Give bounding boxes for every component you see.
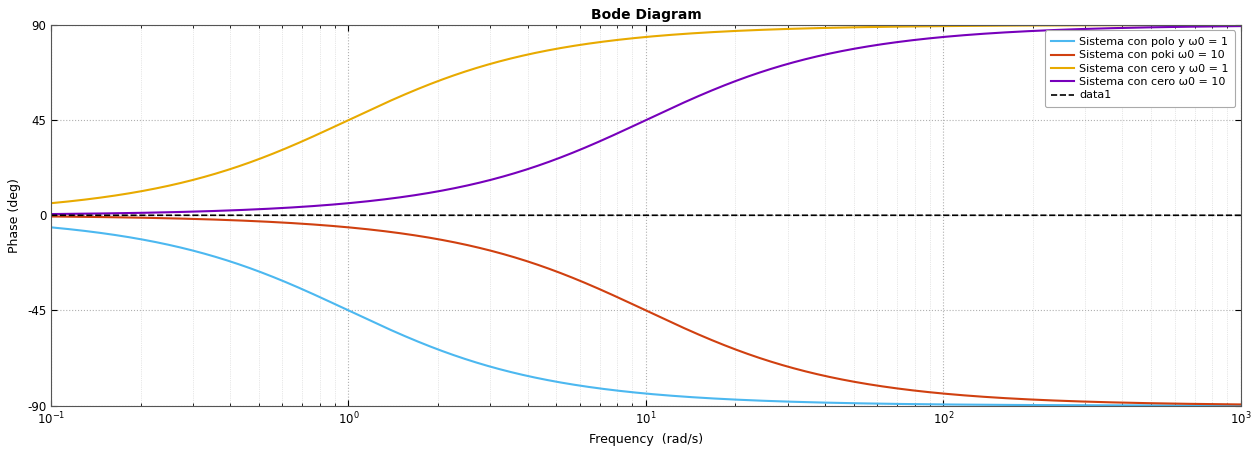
Sistema con poki ω0 = 10 — [260, 219, 275, 224]
Sistema con polo y ω0 = 1 — [1022, 402, 1037, 408]
Sistema con poki ω0 = 10 — [498, 252, 513, 257]
Line: Sistema con cero ω0 = 10: Sistema con cero ω0 = 10 — [50, 26, 1241, 214]
data1 — [757, 212, 772, 218]
X-axis label: Frequency  (rad/s): Frequency (rad/s) — [588, 433, 703, 446]
Sistema con cero y ω0 = 1 — [260, 153, 275, 158]
Line: Sistema con polo y ω0 = 1: Sistema con polo y ω0 = 1 — [50, 227, 1241, 405]
Sistema con poki ω0 = 10 — [931, 390, 946, 396]
Sistema con poki ω0 = 10 — [1234, 402, 1249, 407]
Sistema con polo y ω0 = 1 — [818, 400, 833, 405]
Sistema con cero ω0 = 10 — [1234, 23, 1249, 29]
Sistema con polo y ω0 = 1 — [260, 272, 275, 277]
Sistema con cero ω0 = 10 — [43, 211, 58, 217]
Line: Sistema con cero y ω0 = 1: Sistema con cero y ω0 = 1 — [50, 25, 1241, 203]
Sistema con cero y ω0 = 1 — [43, 201, 58, 206]
data1 — [1022, 212, 1037, 218]
data1 — [260, 212, 275, 218]
Sistema con poki ω0 = 10 — [818, 373, 833, 379]
data1 — [931, 212, 946, 218]
Y-axis label: Phase (deg): Phase (deg) — [9, 178, 21, 253]
Sistema con cero ω0 = 10 — [498, 173, 513, 178]
Sistema con polo y ω0 = 1 — [931, 402, 946, 407]
Sistema con cero y ω0 = 1 — [931, 24, 946, 29]
Sistema con poki ω0 = 10 — [1022, 397, 1037, 402]
data1 — [498, 212, 513, 218]
Sistema con polo y ω0 = 1 — [498, 368, 513, 374]
Title: Bode Diagram: Bode Diagram — [591, 8, 702, 22]
data1 — [1234, 212, 1249, 218]
Sistema con cero y ω0 = 1 — [1234, 22, 1249, 28]
Sistema con cero ω0 = 10 — [818, 52, 833, 57]
Sistema con cero y ω0 = 1 — [1022, 23, 1037, 28]
Line: Sistema con poki ω0 = 10: Sistema con poki ω0 = 10 — [50, 217, 1241, 405]
Sistema con poki ω0 = 10 — [757, 357, 772, 362]
Sistema con cero y ω0 = 1 — [498, 57, 513, 63]
Sistema con cero y ω0 = 1 — [757, 27, 772, 32]
Sistema con cero y ω0 = 1 — [818, 25, 833, 31]
Sistema con polo y ω0 = 1 — [1234, 403, 1249, 408]
Sistema con polo y ω0 = 1 — [757, 398, 772, 404]
Sistema con cero ω0 = 10 — [1022, 29, 1037, 34]
Sistema con cero ω0 = 10 — [931, 35, 946, 40]
data1 — [818, 212, 833, 218]
Sistema con poki ω0 = 10 — [43, 214, 58, 219]
Sistema con polo y ω0 = 1 — [43, 225, 58, 230]
Sistema con cero ω0 = 10 — [757, 68, 772, 74]
Legend: Sistema con polo y ω0 = 1, Sistema con poki ω0 = 10, Sistema con cero y ω0 = 1, : Sistema con polo y ω0 = 1, Sistema con p… — [1045, 30, 1235, 107]
Sistema con cero ω0 = 10 — [260, 206, 275, 212]
data1 — [43, 212, 58, 218]
